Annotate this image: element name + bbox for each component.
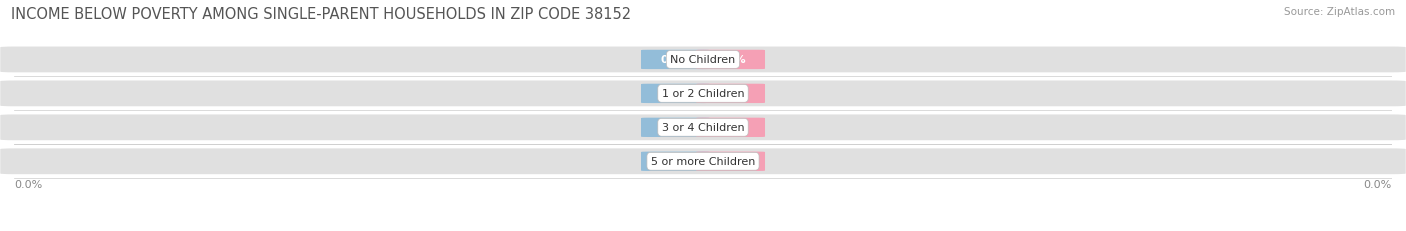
Text: 0.0%: 0.0%	[716, 157, 745, 167]
Text: Source: ZipAtlas.com: Source: ZipAtlas.com	[1284, 7, 1395, 17]
Text: 3 or 4 Children: 3 or 4 Children	[662, 123, 744, 133]
Text: No Children: No Children	[671, 55, 735, 65]
FancyBboxPatch shape	[641, 84, 710, 104]
Text: 0.0%: 0.0%	[1364, 179, 1392, 189]
FancyBboxPatch shape	[641, 51, 710, 70]
Text: 0.0%: 0.0%	[716, 123, 745, 133]
FancyBboxPatch shape	[696, 152, 765, 171]
FancyBboxPatch shape	[0, 115, 1406, 141]
FancyBboxPatch shape	[0, 149, 1406, 174]
FancyBboxPatch shape	[0, 47, 1406, 73]
Text: 0.0%: 0.0%	[716, 89, 745, 99]
Text: 0.0%: 0.0%	[716, 55, 745, 65]
Text: INCOME BELOW POVERTY AMONG SINGLE-PARENT HOUSEHOLDS IN ZIP CODE 38152: INCOME BELOW POVERTY AMONG SINGLE-PARENT…	[11, 7, 631, 22]
Text: 5 or more Children: 5 or more Children	[651, 157, 755, 167]
Text: 0.0%: 0.0%	[661, 89, 690, 99]
FancyBboxPatch shape	[696, 84, 765, 104]
Text: 1 or 2 Children: 1 or 2 Children	[662, 89, 744, 99]
FancyBboxPatch shape	[0, 81, 1406, 107]
Text: 0.0%: 0.0%	[661, 157, 690, 167]
FancyBboxPatch shape	[641, 152, 710, 171]
FancyBboxPatch shape	[696, 118, 765, 137]
Text: 0.0%: 0.0%	[661, 123, 690, 133]
Text: 0.0%: 0.0%	[14, 179, 42, 189]
Text: 0.0%: 0.0%	[661, 55, 690, 65]
FancyBboxPatch shape	[696, 51, 765, 70]
FancyBboxPatch shape	[641, 118, 710, 137]
